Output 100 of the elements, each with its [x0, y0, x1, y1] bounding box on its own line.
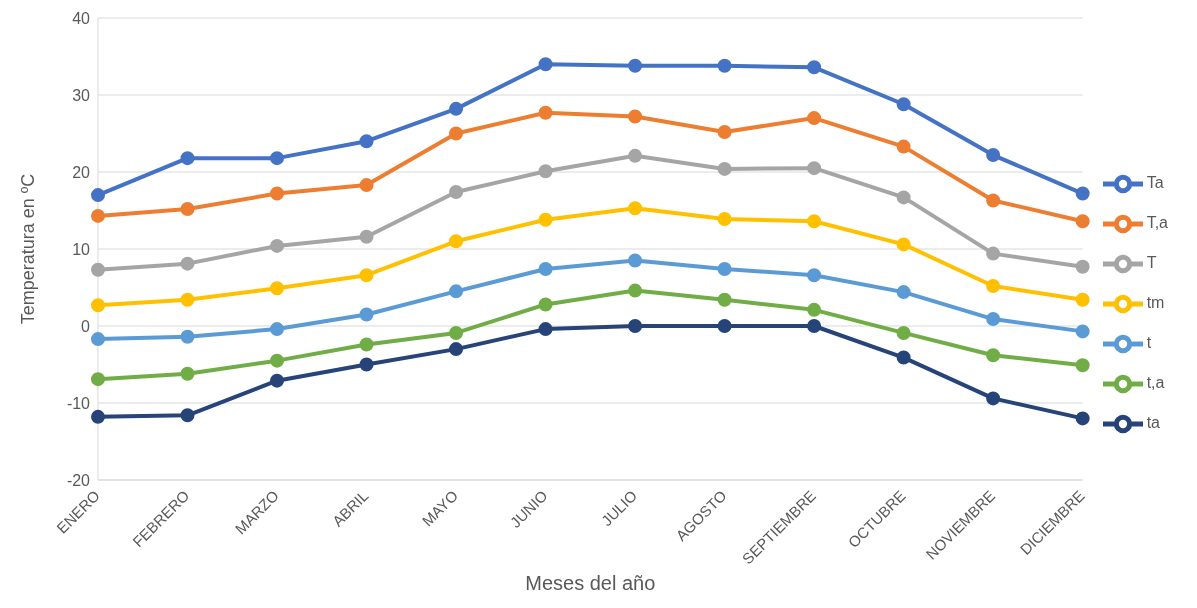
point	[986, 148, 1001, 163]
point	[1075, 259, 1090, 274]
point	[538, 297, 553, 312]
point	[359, 307, 374, 322]
point	[717, 292, 732, 307]
legend-label: tm	[1146, 294, 1165, 312]
point	[717, 319, 732, 333]
point	[1075, 214, 1090, 229]
point	[180, 201, 195, 216]
point	[449, 126, 464, 141]
point	[717, 124, 732, 139]
point	[1075, 411, 1090, 426]
point	[538, 212, 553, 227]
legend-label: Ta	[1146, 174, 1164, 192]
point	[180, 256, 195, 271]
point	[628, 201, 643, 216]
point	[807, 214, 822, 229]
point	[896, 97, 911, 112]
point	[180, 292, 195, 307]
point	[717, 58, 732, 73]
point	[359, 357, 374, 372]
point	[807, 302, 822, 317]
point	[896, 325, 911, 340]
legend-label: ta	[1146, 414, 1160, 432]
point	[807, 319, 822, 333]
point	[91, 409, 105, 424]
point	[1075, 186, 1090, 201]
point	[628, 283, 643, 298]
point	[896, 237, 911, 252]
point	[807, 268, 822, 283]
legend-label: t,a	[1146, 374, 1165, 392]
point	[180, 151, 195, 166]
point	[359, 178, 374, 193]
point	[538, 57, 553, 72]
point	[896, 190, 911, 205]
point	[807, 60, 822, 75]
point	[986, 193, 1001, 208]
point	[91, 188, 105, 203]
point	[180, 408, 195, 423]
y-axis-title: Temperatura en ºC	[18, 173, 39, 325]
point	[359, 268, 374, 283]
point	[270, 353, 285, 368]
point	[628, 148, 643, 163]
point	[1075, 324, 1090, 339]
point	[538, 262, 553, 277]
point	[717, 262, 732, 277]
point	[628, 58, 643, 73]
point	[986, 312, 1001, 327]
point	[538, 105, 553, 120]
point	[449, 325, 464, 340]
point	[896, 350, 911, 365]
point	[449, 342, 464, 357]
y-tick-label: 10	[72, 240, 91, 258]
point	[359, 134, 374, 149]
point	[359, 337, 374, 352]
point	[628, 253, 643, 268]
point	[986, 391, 1001, 406]
y-tick-label: 0	[81, 317, 91, 335]
point	[270, 373, 285, 388]
y-tick-label: 30	[72, 86, 91, 104]
point	[538, 322, 553, 337]
point	[270, 238, 285, 253]
point	[270, 322, 285, 337]
point	[91, 262, 105, 277]
legend-label: t	[1146, 334, 1152, 352]
point	[180, 329, 195, 344]
point	[896, 139, 911, 154]
point	[896, 285, 911, 300]
point	[538, 164, 553, 179]
point	[1075, 292, 1090, 307]
point	[986, 348, 1001, 363]
point	[449, 284, 464, 299]
point	[91, 208, 105, 223]
point	[986, 278, 1001, 293]
point	[270, 281, 285, 296]
point	[986, 246, 1001, 261]
x-axis-title: Meses del año	[525, 572, 656, 594]
point	[270, 151, 285, 166]
point	[628, 319, 643, 333]
point	[91, 332, 105, 347]
legend-label: T	[1146, 254, 1157, 272]
y-tick-label: 40	[72, 9, 91, 27]
point	[449, 101, 464, 116]
point	[1075, 358, 1090, 373]
point	[449, 234, 464, 249]
y-tick-label: -10	[66, 394, 91, 412]
point	[628, 109, 643, 124]
y-tick-label: 20	[72, 163, 91, 181]
y-tick-label: -20	[66, 471, 91, 489]
point	[270, 186, 285, 201]
point	[91, 298, 105, 313]
legend-label: T,a	[1146, 214, 1168, 232]
point	[717, 161, 732, 176]
point	[91, 372, 105, 387]
point	[449, 185, 464, 200]
point	[717, 211, 732, 226]
point	[180, 366, 195, 381]
point	[359, 229, 374, 244]
point	[807, 111, 822, 126]
point	[807, 161, 822, 176]
